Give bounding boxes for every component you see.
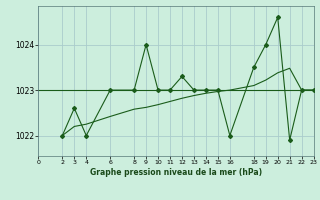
X-axis label: Graphe pression niveau de la mer (hPa): Graphe pression niveau de la mer (hPa) [90, 168, 262, 177]
